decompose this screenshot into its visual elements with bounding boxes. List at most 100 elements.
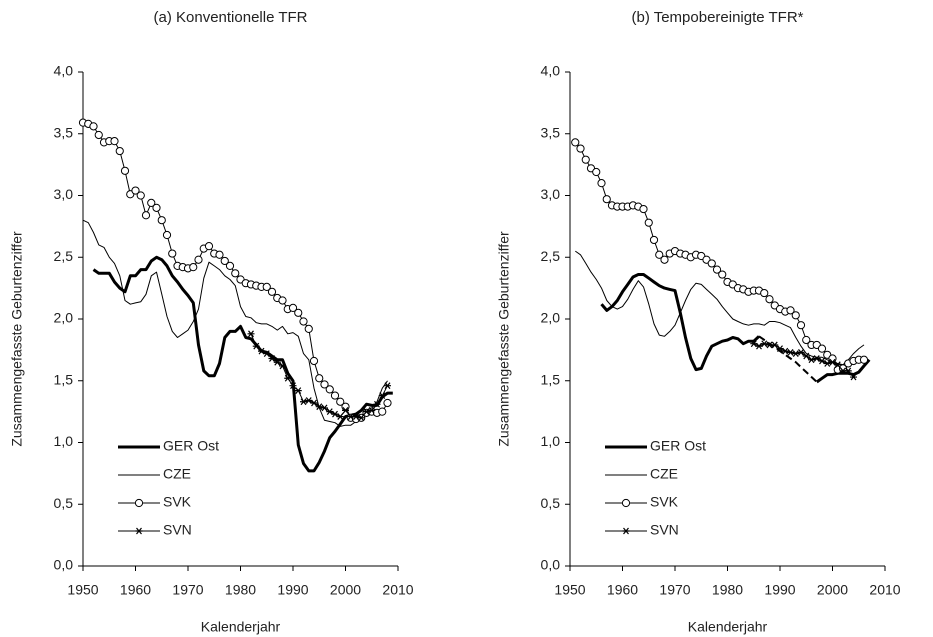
data-point bbox=[660, 255, 669, 264]
data-point bbox=[231, 269, 240, 278]
y-tick-label: 0,5 bbox=[541, 495, 561, 511]
data-point bbox=[639, 204, 648, 214]
x-axis-label: Kalenderjahr bbox=[688, 619, 768, 635]
data-point bbox=[776, 345, 784, 353]
data-point bbox=[157, 216, 166, 225]
data-point bbox=[330, 391, 340, 400]
data-point bbox=[336, 397, 345, 406]
data-point bbox=[644, 218, 653, 227]
data-point bbox=[141, 211, 151, 220]
data-point bbox=[225, 261, 235, 270]
data-point bbox=[326, 408, 334, 416]
data-point bbox=[576, 144, 585, 153]
series-line bbox=[92, 255, 393, 473]
data-point bbox=[136, 191, 145, 200]
data-point bbox=[204, 242, 214, 251]
data-point bbox=[299, 317, 308, 326]
data-point bbox=[294, 387, 302, 395]
x-tick-label: 1970 bbox=[659, 582, 690, 598]
x-tick-label: 2010 bbox=[869, 582, 900, 598]
data-point bbox=[263, 350, 271, 357]
data-point bbox=[268, 355, 276, 362]
data-point bbox=[194, 255, 203, 264]
data-point bbox=[817, 344, 827, 353]
data-point bbox=[310, 399, 318, 407]
y-tick-label: 0,0 bbox=[54, 557, 74, 573]
data-point bbox=[791, 311, 800, 320]
y-tick-label: 0,0 bbox=[541, 557, 561, 573]
data-point bbox=[288, 303, 298, 312]
data-point bbox=[305, 397, 313, 404]
data-point bbox=[215, 250, 224, 259]
legend-label: CZE bbox=[650, 466, 678, 482]
legend-label: GER Ost bbox=[650, 438, 706, 454]
data-point bbox=[787, 348, 794, 356]
y-tick-label: 3,0 bbox=[54, 186, 74, 202]
data-point bbox=[760, 340, 768, 348]
data-point bbox=[649, 235, 659, 245]
y-tick-label: 4,0 bbox=[541, 63, 561, 79]
legend-marker bbox=[135, 527, 143, 535]
y-tick-label: 4,0 bbox=[54, 63, 74, 79]
data-point bbox=[278, 296, 287, 305]
data-point bbox=[152, 203, 161, 212]
data-point bbox=[284, 374, 292, 382]
data-point bbox=[247, 330, 255, 338]
x-tick-label: 1990 bbox=[277, 582, 308, 598]
data-point bbox=[273, 358, 281, 366]
data-point bbox=[718, 270, 727, 279]
data-point bbox=[304, 324, 313, 333]
data-point bbox=[279, 362, 286, 370]
data-point bbox=[384, 382, 391, 390]
data-point bbox=[325, 385, 334, 394]
data-point bbox=[592, 167, 601, 177]
data-point bbox=[771, 341, 779, 349]
y-tick-label: 1,5 bbox=[54, 371, 74, 387]
data-point bbox=[342, 407, 349, 414]
legend-label: SVK bbox=[163, 494, 192, 510]
y-tick-label: 2,5 bbox=[54, 248, 74, 264]
data-point bbox=[796, 321, 806, 330]
data-point bbox=[655, 250, 664, 259]
data-point bbox=[808, 356, 815, 364]
y-tick-label: 2,0 bbox=[54, 310, 74, 326]
y-axis-label: Zusammengefasste Geburtenziffer bbox=[496, 231, 512, 447]
data-point bbox=[813, 355, 821, 362]
data-point bbox=[289, 382, 297, 390]
data-point bbox=[94, 130, 103, 140]
data-point bbox=[850, 373, 857, 381]
data-point bbox=[373, 400, 381, 408]
data-point bbox=[818, 357, 826, 365]
data-point bbox=[823, 360, 831, 367]
legend-label: CZE bbox=[163, 466, 191, 482]
data-point bbox=[320, 380, 329, 389]
data-point bbox=[147, 198, 156, 208]
y-tick-label: 2,5 bbox=[541, 248, 561, 264]
data-point bbox=[189, 263, 198, 272]
data-point bbox=[383, 398, 392, 408]
y-tick-label: 3,0 bbox=[541, 186, 561, 202]
x-tick-label: 2000 bbox=[330, 582, 361, 598]
y-tick-label: 2,0 bbox=[541, 310, 561, 326]
data-point bbox=[321, 404, 328, 412]
data-point bbox=[352, 413, 360, 420]
x-tick-label: 1980 bbox=[225, 582, 256, 598]
data-point bbox=[834, 361, 842, 369]
data-point bbox=[131, 186, 140, 195]
data-point bbox=[315, 403, 323, 411]
data-point bbox=[294, 308, 303, 317]
y-tick-label: 3,5 bbox=[541, 124, 561, 140]
legend-label: GER Ost bbox=[163, 438, 219, 454]
data-point bbox=[110, 137, 119, 146]
legend-marker bbox=[621, 498, 631, 508]
data-point bbox=[168, 249, 177, 258]
data-point bbox=[786, 306, 795, 315]
x-tick-label: 1970 bbox=[172, 582, 203, 598]
series-line bbox=[82, 219, 388, 427]
y-tick-label: 1,5 bbox=[541, 371, 561, 387]
y-tick-label: 3,5 bbox=[54, 124, 74, 140]
legend-label: SVN bbox=[650, 522, 679, 538]
data-point bbox=[357, 414, 365, 422]
y-tick-label: 0,5 bbox=[54, 495, 74, 511]
data-point bbox=[262, 282, 271, 291]
